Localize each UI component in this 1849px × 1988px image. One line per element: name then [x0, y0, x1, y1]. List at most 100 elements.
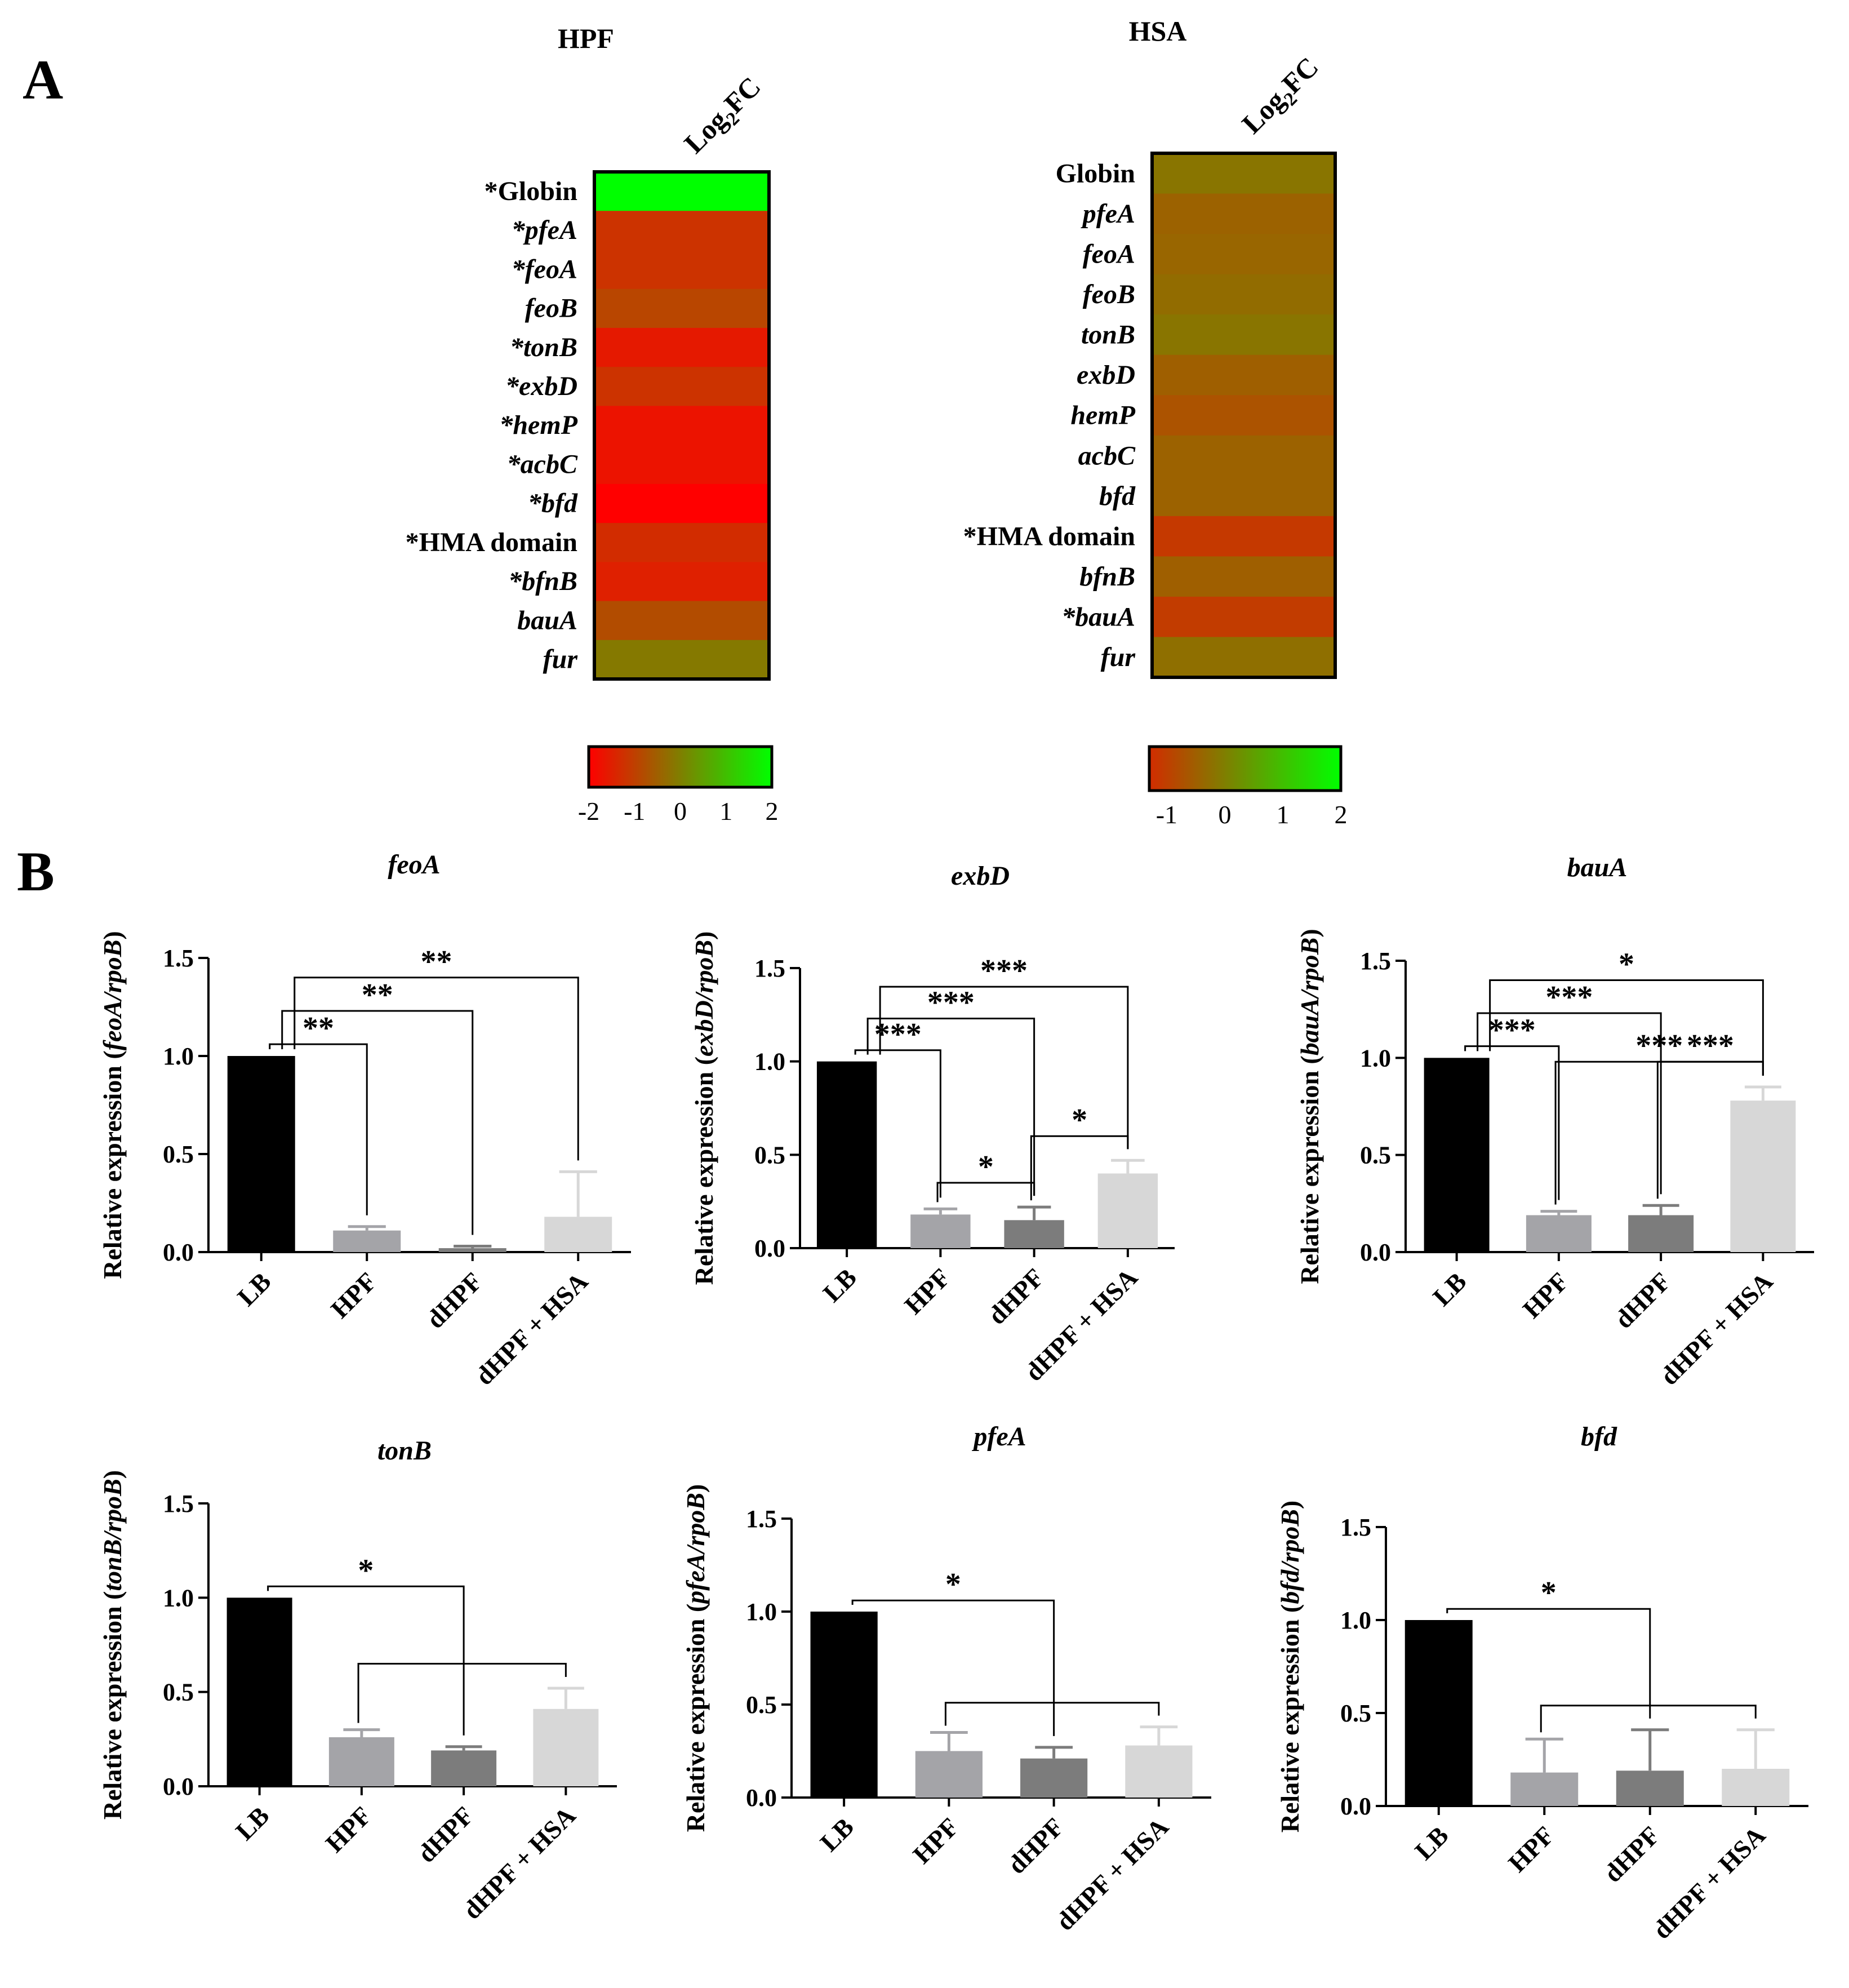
y-axis-label: Relative expression (pfeA/rpoB) — [681, 1484, 710, 1832]
significance-bracket — [1464, 1045, 1560, 1200]
heatmap-row-label: *feoA — [512, 254, 577, 284]
significance-bracket — [1477, 1012, 1662, 1195]
significance-bracket — [1540, 1705, 1757, 1733]
x-tick-label: dHPF — [1609, 1267, 1676, 1334]
significance-bracket — [1489, 979, 1764, 1076]
bar — [1730, 1100, 1796, 1252]
bar — [431, 1750, 497, 1786]
heatmap-row-label: *HMA domain — [406, 527, 577, 557]
bar — [1404, 1620, 1473, 1806]
bar — [1424, 1058, 1490, 1252]
significance-bracket — [866, 1017, 1035, 1196]
bar — [915, 1751, 983, 1798]
heatmap-row-label: *exbD — [505, 371, 577, 401]
y-tick-label: 1.0 — [754, 1048, 785, 1076]
heatmap-row-label: feoB — [525, 294, 577, 323]
bar-chart-tonb: tonB 0.0 0.5 1.0 1.5 Relative expression (to… — [98, 1436, 617, 1925]
significance-bracket — [879, 986, 1129, 1150]
heatmap-row-label: *bfd — [528, 489, 578, 518]
heatmap-cell — [1152, 153, 1335, 194]
bar — [1125, 1745, 1193, 1798]
y-tick-label: 1.5 — [754, 955, 785, 982]
heatmap-cell — [594, 601, 769, 641]
bar — [1628, 1215, 1694, 1252]
heatmap-row-label: fur — [1101, 642, 1136, 672]
y-axis-label: Relative expression (bfd/rpoB) — [1275, 1501, 1304, 1832]
y-tick-label: 1.5 — [1340, 1514, 1371, 1541]
heatmap-cell — [594, 640, 769, 680]
significance-bracket — [851, 1599, 1055, 1736]
color-scale-bar — [587, 745, 774, 789]
y-tick-label: 1.0 — [163, 1042, 194, 1070]
heatmap-cell — [594, 211, 769, 250]
x-tick-label: HPF — [320, 1801, 377, 1858]
heatmap-row-label: feoA — [1083, 239, 1135, 269]
y-axis-label: Relative expression (bauA/rpoB) — [1295, 929, 1324, 1284]
heatmap-row-label: *pfeA — [512, 215, 577, 245]
bar — [816, 1061, 877, 1248]
color-scale-tick-label: 0 — [1218, 800, 1231, 829]
significance-label: *** — [874, 1017, 922, 1052]
x-tick-label: HPF — [1503, 1821, 1559, 1878]
bar — [533, 1709, 599, 1786]
color-scale-tick-label: -1 — [1156, 800, 1177, 829]
bar-chart-pfea: pfeA 0.0 0.5 1.0 1.5 Relative expression (pf… — [681, 1422, 1211, 1936]
heatmap-row-label: acbC — [1078, 441, 1136, 471]
panel-a-label: A — [23, 48, 63, 111]
color-scale-tick-label: 2 — [766, 797, 779, 826]
heatmap-cell — [594, 445, 769, 485]
bar — [1526, 1215, 1592, 1252]
heatmap-row-label: bfd — [1099, 481, 1136, 511]
x-tick-label: dHPF — [421, 1267, 488, 1334]
bar — [1510, 1772, 1579, 1806]
significance-bracket — [854, 1049, 941, 1198]
significance-label: * — [358, 1553, 374, 1588]
significance-label: *** — [1545, 980, 1593, 1015]
heatmap-hsa: HSA Log2FC Globin pfeA feoA feoB tonB exbD hem… — [963, 15, 1348, 829]
bar-chart-feoa: feoA 0.0 0.5 1.0 1.5 Relative expression (fe… — [98, 850, 631, 1391]
color-scale-tick-label: 1 — [719, 797, 732, 826]
bar — [1722, 1769, 1790, 1806]
y-tick-label: 1.0 — [1360, 1044, 1391, 1072]
x-tick-label: HPF — [899, 1263, 955, 1320]
y-tick-label: 0.5 — [754, 1141, 785, 1169]
color-scale-tick-label: -1 — [624, 797, 645, 826]
x-tick-label: dHPF — [1598, 1821, 1665, 1888]
y-axis-label: Relative expression (feoA/rpoB) — [98, 931, 127, 1279]
y-axis-label: Relative expression (tonB/rpoB) — [98, 1470, 127, 1820]
bar — [333, 1230, 401, 1252]
heatmap-column-label: Log2FC — [1235, 51, 1328, 143]
y-tick-label: 0.5 — [1340, 1699, 1371, 1727]
heatmap-row-label: *hemP — [499, 410, 577, 440]
significance-label: *** — [927, 985, 975, 1020]
y-tick-label: 0.5 — [163, 1679, 194, 1706]
y-tick-label: 1.5 — [1360, 947, 1391, 975]
significance-bracket — [944, 1702, 1160, 1726]
x-tick-label: dHPF — [983, 1263, 1050, 1330]
y-tick-label: 0.0 — [163, 1239, 194, 1266]
bar — [1004, 1220, 1064, 1248]
heatmap-cell — [1152, 395, 1335, 436]
heatmap-row-label: hemP — [1070, 401, 1135, 431]
x-tick-label: LB — [817, 1263, 862, 1307]
heatmap-row-label: pfeA — [1081, 199, 1135, 229]
significance-bracket — [1656, 1060, 1764, 1199]
y-tick-label: 0.5 — [163, 1141, 194, 1168]
significance-bracket — [1030, 1135, 1129, 1201]
heatmap-row-label: tonB — [1081, 320, 1135, 350]
y-tick-label: 0.0 — [1360, 1239, 1391, 1266]
heatmap-cell — [1152, 193, 1335, 234]
heatmap-row-label: bauA — [517, 605, 577, 635]
heatmap-cell — [594, 562, 769, 602]
color-scale-tick-label: 0 — [674, 797, 687, 826]
heatmap-cell — [594, 523, 769, 562]
heatmap-cell — [1152, 516, 1335, 557]
heatmap-title: HPF — [558, 23, 614, 54]
heatmap-cell — [1152, 354, 1335, 396]
heatmap-row-label: exbD — [1077, 360, 1135, 390]
x-tick-label: HPF — [325, 1267, 382, 1324]
x-tick-label: dHPF — [412, 1801, 479, 1868]
y-tick-label: 0.0 — [754, 1235, 785, 1262]
y-tick-label: 1.0 — [163, 1584, 194, 1612]
